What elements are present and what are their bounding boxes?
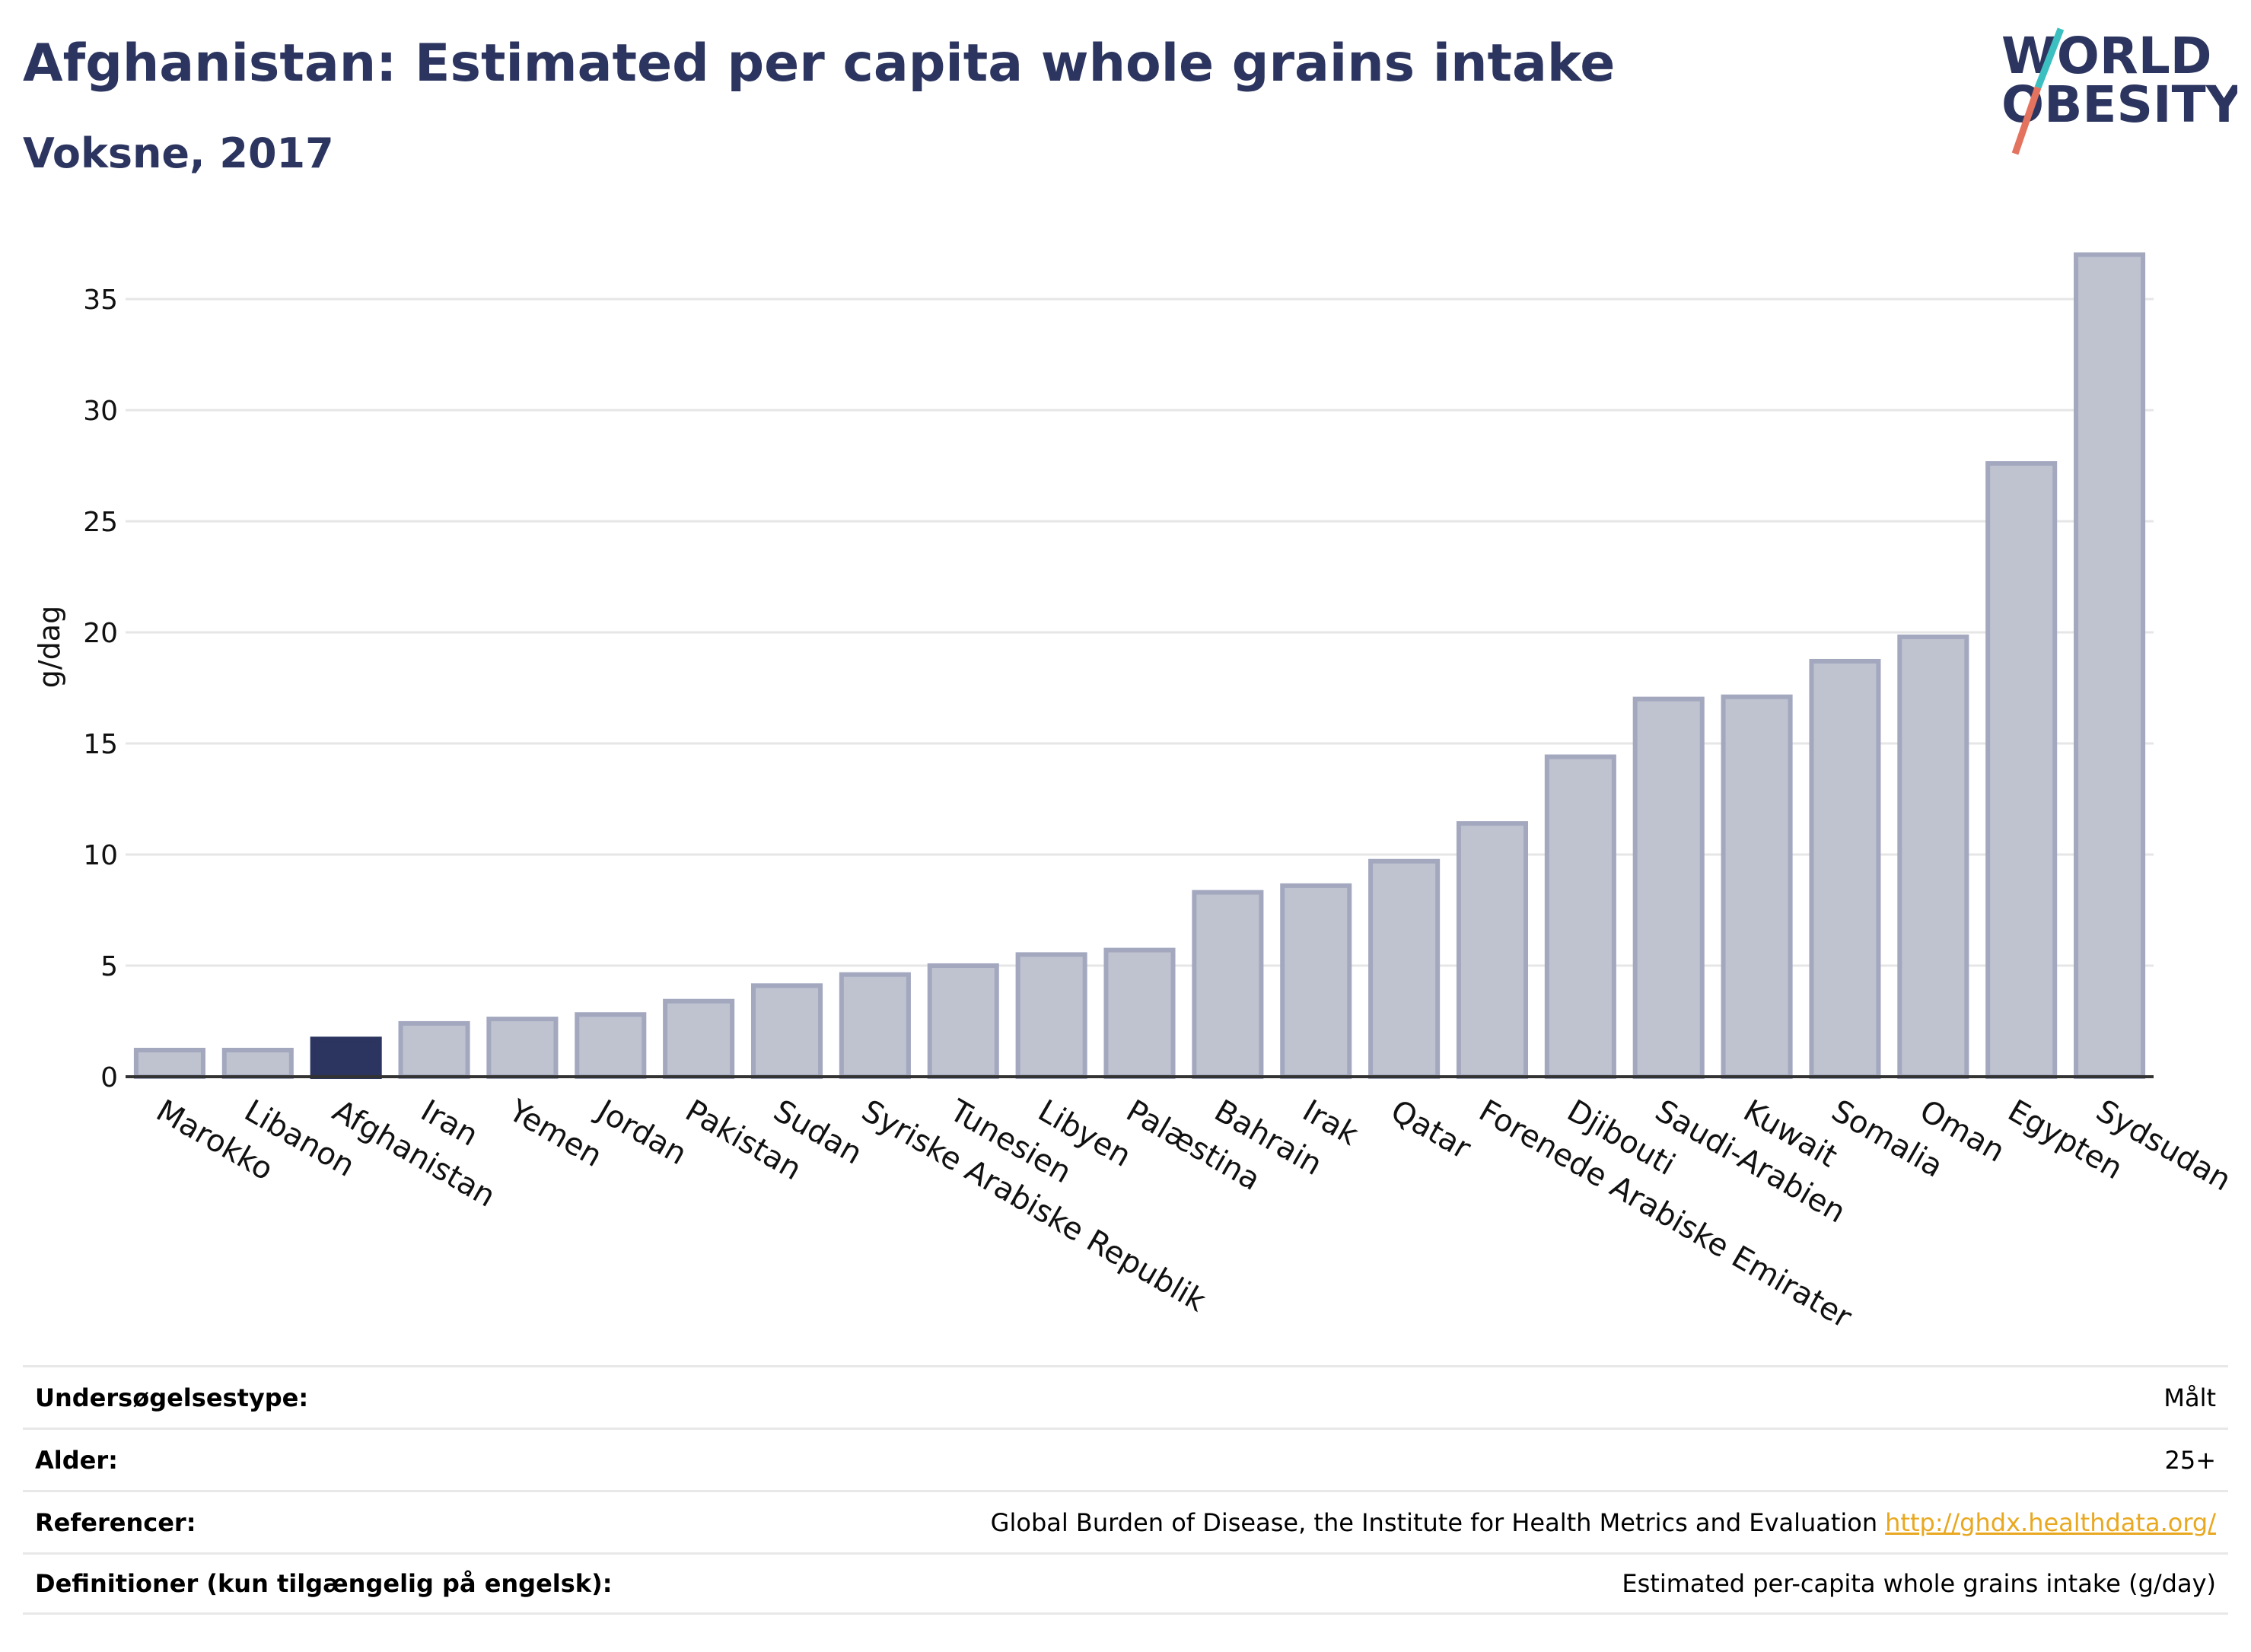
- bar-syriske-arabiske-republik[interactable]: [839, 972, 911, 1080]
- y-tick-label: 30: [83, 396, 118, 427]
- y-axis-label: g/dag: [33, 606, 66, 688]
- metadata-row: Referencer: Global Burden of Disease, the…: [23, 1490, 2228, 1552]
- bar-djibouti[interactable]: [1544, 754, 1616, 1080]
- bar-sydsudan[interactable]: [2074, 252, 2146, 1080]
- bar-marokko[interactable]: [133, 1047, 205, 1079]
- bars: [133, 252, 2146, 1080]
- metadata-value: Global Burden of Disease, the Institute …: [991, 1508, 2216, 1537]
- bar-iran[interactable]: [398, 1020, 470, 1080]
- y-tick-labels: 0 5 10 15 20 25 30 35: [83, 285, 118, 1093]
- metadata-row: Undersøgelsestype: Målt: [23, 1365, 2228, 1428]
- bar-kuwait[interactable]: [1721, 694, 1793, 1079]
- bar-tunesien[interactable]: [927, 963, 999, 1079]
- bar-bahrain[interactable]: [1192, 890, 1264, 1080]
- metadata-value-text: 25+: [2164, 1445, 2216, 1475]
- y-tick-label: 35: [83, 285, 118, 316]
- y-tick-label: 10: [83, 840, 118, 871]
- chart-title: Afghanistan: Estimated per capita whole …: [23, 33, 1616, 94]
- reference-link[interactable]: http://ghdx.healthdata.org/: [1885, 1507, 2216, 1537]
- bar-yemen[interactable]: [486, 1017, 559, 1079]
- bar-pakistan[interactable]: [663, 998, 735, 1079]
- x-tick-label: Yemen: [502, 1093, 608, 1174]
- metadata-table: Undersøgelsestype: Målt Alder: 25+ Reference…: [23, 1365, 2228, 1615]
- bar-saudi-arabien[interactable]: [1632, 696, 1705, 1079]
- metadata-label: Definitioner (kun tilgængelig på engelsk…: [35, 1569, 613, 1598]
- y-tick-label: 5: [100, 951, 118, 982]
- y-tick-label: 15: [83, 729, 118, 760]
- logo-slash-bottom: [2011, 86, 2042, 155]
- x-tick-label: Qatar: [1385, 1093, 1477, 1167]
- bar-chart: 0 5 10 15 20 25 30 35 MarokkoLibanonAfghanistan…: [33, 252, 2237, 1335]
- metadata-label: Referencer:: [35, 1507, 196, 1537]
- bar-libanon[interactable]: [221, 1047, 294, 1079]
- bar-jordan[interactable]: [575, 1012, 647, 1079]
- metadata-row: Alder: 25+: [23, 1428, 2228, 1490]
- metadata-row: Definitioner (kun tilgængelig på engelsk…: [23, 1552, 2228, 1615]
- metadata-value-text: Estimated per-capita whole grains intake…: [1622, 1569, 2216, 1598]
- metadata-value: Estimated per-capita whole grains intake…: [1622, 1569, 2216, 1598]
- logo-slash-top: [2034, 27, 2065, 89]
- metadata-label: Undersøgelsestype:: [35, 1383, 309, 1412]
- bar-forenede-arabiske-emirater[interactable]: [1456, 821, 1529, 1079]
- bar-sudan[interactable]: [750, 983, 823, 1080]
- y-tick-label: 25: [83, 507, 118, 538]
- bar-libyen[interactable]: [1015, 952, 1087, 1080]
- bar-afghanistan[interactable]: [310, 1036, 382, 1079]
- x-tick-label: Jordan: [589, 1092, 692, 1172]
- bar-somalia[interactable]: [1809, 658, 1881, 1079]
- world-obesity-logo: WORLD OBESITY: [2001, 27, 2237, 155]
- metadata-value: Målt: [2163, 1383, 2216, 1412]
- bar-palæstina[interactable]: [1103, 947, 1176, 1080]
- metadata-value: 25+: [2164, 1446, 2216, 1475]
- bar-egypten[interactable]: [1985, 461, 2058, 1079]
- metadata-value-text: Global Burden of Disease, the Institute …: [990, 1507, 1878, 1537]
- bar-qatar[interactable]: [1368, 858, 1441, 1079]
- chart-subtitle: Voksne, 2017: [23, 129, 334, 177]
- y-tick-label: 0: [100, 1062, 118, 1093]
- logo-line1: WORLD: [2001, 27, 2212, 85]
- metadata-label: Alder:: [35, 1445, 118, 1475]
- bar-oman[interactable]: [1897, 634, 1969, 1079]
- metadata-value-text: Målt: [2163, 1383, 2216, 1412]
- bar-irak[interactable]: [1280, 883, 1352, 1079]
- y-tick-label: 20: [83, 618, 118, 649]
